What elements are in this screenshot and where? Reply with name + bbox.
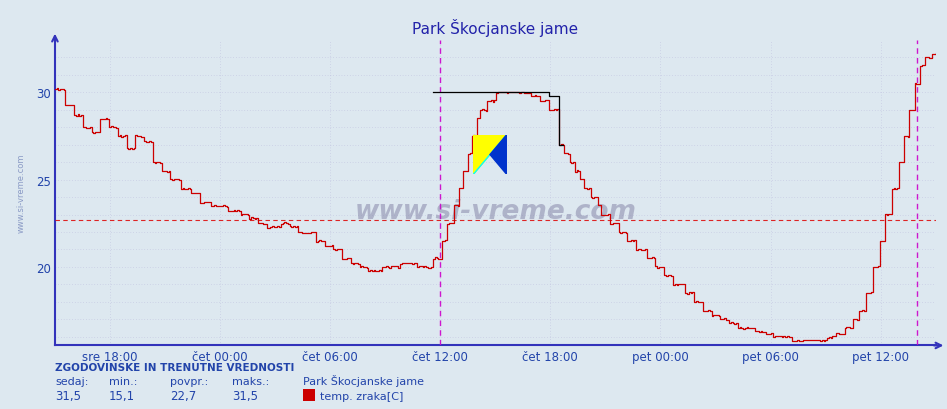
- Text: maks.:: maks.:: [232, 376, 269, 387]
- Title: Park Škocjanske jame: Park Škocjanske jame: [412, 19, 579, 37]
- Text: www.si-vreme.com: www.si-vreme.com: [17, 154, 26, 233]
- Text: povpr.:: povpr.:: [170, 376, 208, 387]
- Polygon shape: [474, 135, 507, 175]
- Text: sedaj:: sedaj:: [55, 376, 88, 387]
- Text: 15,1: 15,1: [109, 389, 135, 402]
- Text: temp. zraka[C]: temp. zraka[C]: [320, 391, 403, 401]
- Text: min.:: min.:: [109, 376, 137, 387]
- Polygon shape: [474, 135, 507, 175]
- Text: 31,5: 31,5: [55, 389, 80, 402]
- Text: 22,7: 22,7: [170, 389, 197, 402]
- Text: www.si-vreme.com: www.si-vreme.com: [354, 198, 636, 225]
- Polygon shape: [490, 135, 507, 175]
- Text: 31,5: 31,5: [232, 389, 258, 402]
- Text: ZGODOVINSKE IN TRENUTNE VREDNOSTI: ZGODOVINSKE IN TRENUTNE VREDNOSTI: [55, 362, 295, 372]
- Text: Park Škocjanske jame: Park Škocjanske jame: [303, 375, 424, 387]
